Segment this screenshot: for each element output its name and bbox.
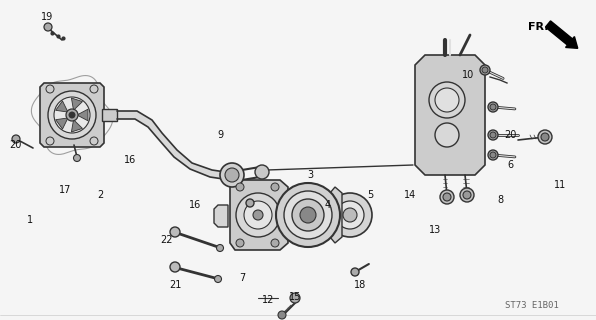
Circle shape [488, 102, 498, 112]
Circle shape [48, 91, 96, 139]
Circle shape [435, 88, 459, 112]
Circle shape [488, 150, 498, 160]
Text: 16: 16 [124, 155, 136, 165]
Circle shape [225, 168, 239, 182]
Text: 1: 1 [27, 215, 33, 225]
Bar [102, 109, 117, 121]
Circle shape [69, 112, 75, 118]
Polygon shape [214, 205, 228, 227]
Circle shape [482, 67, 488, 73]
Circle shape [538, 130, 552, 144]
Circle shape [12, 135, 20, 143]
Circle shape [336, 201, 364, 229]
Polygon shape [55, 118, 68, 129]
Text: 11: 11 [554, 180, 566, 190]
Circle shape [284, 191, 332, 239]
Circle shape [429, 82, 465, 118]
Polygon shape [77, 109, 88, 121]
Text: 4: 4 [325, 200, 331, 210]
Circle shape [236, 183, 244, 191]
Circle shape [490, 152, 496, 158]
Circle shape [90, 85, 98, 93]
Text: 16: 16 [189, 200, 201, 210]
Circle shape [460, 188, 474, 202]
Text: 8: 8 [497, 195, 503, 205]
Circle shape [490, 132, 496, 138]
Circle shape [343, 208, 357, 222]
Circle shape [170, 262, 180, 272]
Circle shape [236, 193, 280, 237]
Text: 13: 13 [429, 225, 441, 235]
Circle shape [54, 97, 90, 133]
Polygon shape [40, 83, 104, 147]
Circle shape [216, 244, 224, 252]
Circle shape [276, 183, 340, 247]
Text: 22: 22 [161, 235, 173, 245]
Circle shape [488, 130, 498, 140]
Circle shape [440, 190, 454, 204]
Text: 17: 17 [59, 185, 71, 195]
Polygon shape [415, 55, 485, 175]
Polygon shape [72, 98, 82, 110]
Text: 12: 12 [262, 295, 274, 305]
Circle shape [255, 165, 269, 179]
Circle shape [244, 201, 272, 229]
Circle shape [490, 104, 496, 110]
Circle shape [435, 123, 459, 147]
Text: 18: 18 [354, 280, 366, 290]
Text: 15: 15 [289, 292, 301, 302]
Circle shape [253, 210, 263, 220]
Circle shape [328, 193, 372, 237]
Polygon shape [72, 120, 82, 132]
Text: 21: 21 [169, 280, 181, 290]
Circle shape [215, 276, 222, 283]
Circle shape [90, 137, 98, 145]
Circle shape [351, 268, 359, 276]
Circle shape [300, 207, 316, 223]
Text: 14: 14 [404, 190, 416, 200]
Circle shape [271, 239, 279, 247]
Circle shape [73, 155, 80, 162]
Polygon shape [117, 111, 232, 180]
Circle shape [236, 239, 244, 247]
Circle shape [46, 85, 54, 93]
Text: 20: 20 [504, 130, 516, 140]
Text: 10: 10 [462, 70, 474, 80]
Polygon shape [230, 180, 288, 250]
Text: ST73 E1B01: ST73 E1B01 [505, 300, 558, 309]
Text: 9: 9 [217, 130, 223, 140]
Polygon shape [55, 101, 68, 112]
Circle shape [480, 65, 490, 75]
Text: 5: 5 [367, 190, 373, 200]
Circle shape [271, 183, 279, 191]
Circle shape [66, 109, 78, 121]
Circle shape [292, 199, 324, 231]
Circle shape [170, 227, 180, 237]
Text: 19: 19 [41, 12, 53, 22]
Circle shape [220, 163, 244, 187]
Text: 2: 2 [97, 190, 103, 200]
Circle shape [541, 133, 549, 141]
Circle shape [290, 293, 300, 303]
Text: FR.: FR. [528, 22, 548, 32]
FancyArrow shape [545, 21, 578, 48]
Text: 3: 3 [307, 170, 313, 180]
Circle shape [443, 193, 451, 201]
Text: 7: 7 [239, 273, 245, 283]
Circle shape [46, 137, 54, 145]
Circle shape [278, 311, 286, 319]
Polygon shape [330, 187, 342, 243]
Circle shape [246, 199, 254, 207]
Circle shape [463, 191, 471, 199]
Circle shape [44, 23, 52, 31]
Text: 6: 6 [507, 160, 513, 170]
Text: 20: 20 [9, 140, 21, 150]
